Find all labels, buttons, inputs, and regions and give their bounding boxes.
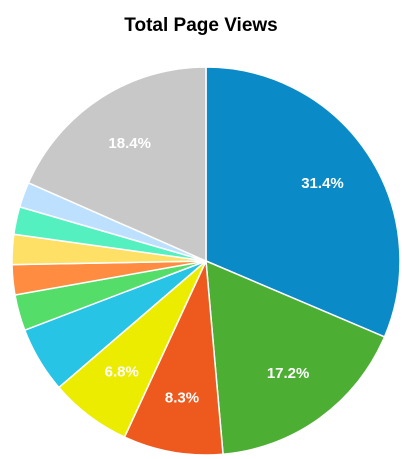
- data-label: 31.4%: [301, 175, 344, 192]
- data-label: 18.4%: [108, 135, 151, 152]
- pie-slice: [205, 66, 401, 338]
- data-label: 8.3%: [165, 390, 199, 407]
- pie-slice: [123, 258, 224, 456]
- data-label: 17.2%: [267, 365, 310, 382]
- pie-slice: [27, 66, 207, 263]
- data-label: 6.8%: [105, 363, 139, 380]
- pie-slice: [205, 259, 386, 456]
- chart-title: Total Page Views: [124, 15, 277, 36]
